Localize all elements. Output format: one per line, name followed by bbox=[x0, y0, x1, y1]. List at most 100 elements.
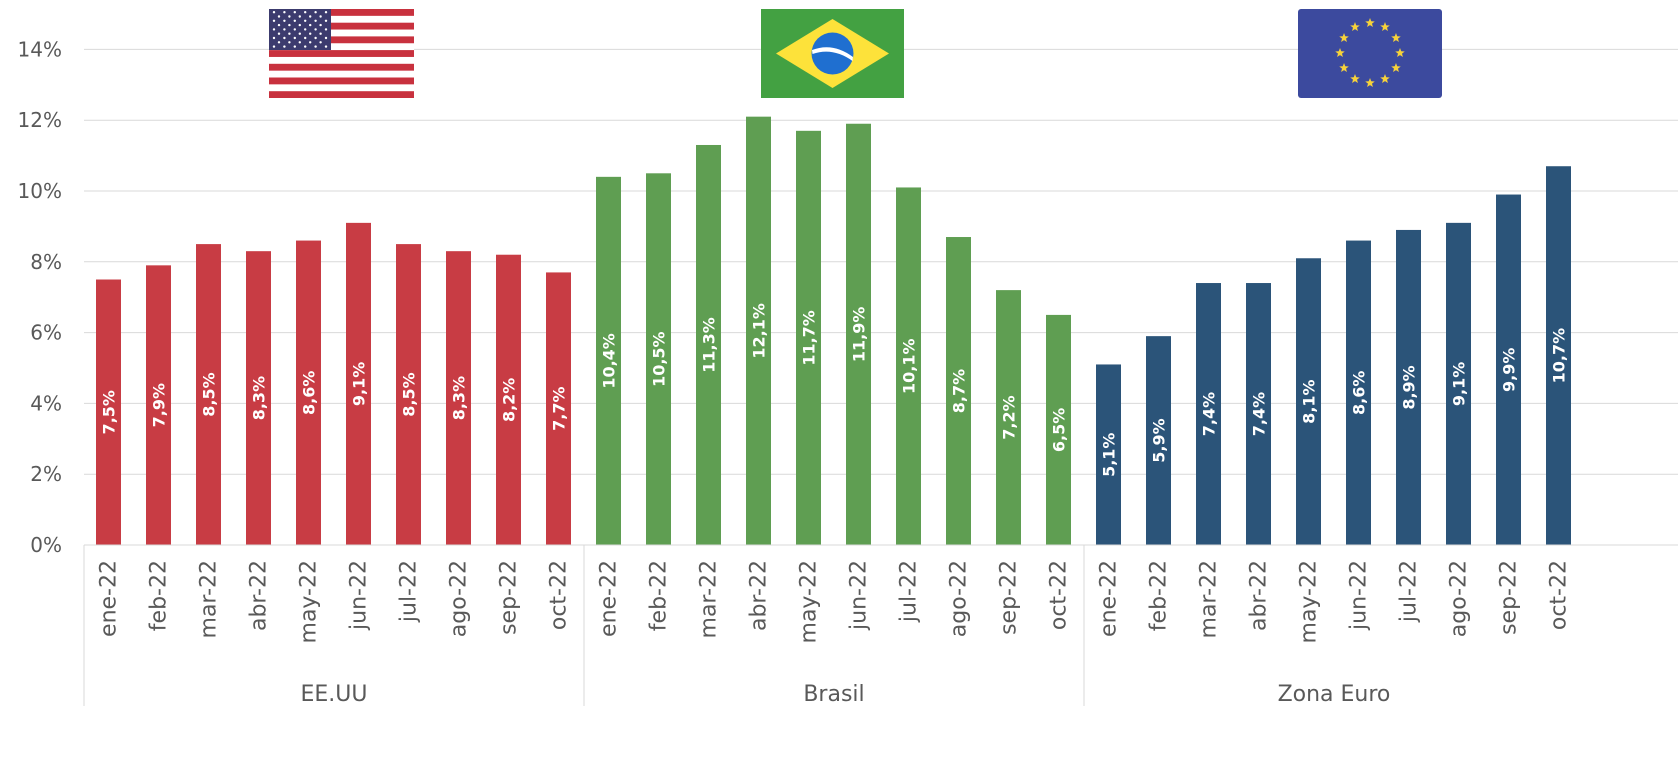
bar bbox=[1496, 194, 1521, 546]
x-tick-label: feb-22 bbox=[147, 560, 172, 631]
bar bbox=[1196, 283, 1221, 545]
flag-star bbox=[324, 28, 328, 31]
x-tick-label: ago-22 bbox=[947, 560, 972, 637]
flag-star bbox=[272, 28, 276, 31]
x-tick-label: abr-22 bbox=[1247, 560, 1272, 631]
bar bbox=[1046, 314, 1071, 545]
bar bbox=[346, 222, 371, 546]
x-tick-label: ene-22 bbox=[97, 560, 122, 637]
x-tick-label: oct-22 bbox=[1547, 560, 1572, 630]
flag-star bbox=[293, 36, 296, 40]
bar-data-label: 6,5% bbox=[1050, 408, 1069, 452]
x-tick-label: ago-22 bbox=[1447, 560, 1472, 637]
flag-star bbox=[319, 41, 322, 44]
x-tick-label: feb-22 bbox=[647, 560, 672, 631]
flag-star bbox=[324, 19, 328, 22]
flag-star bbox=[1380, 73, 1390, 84]
bar-labels: 7,5% 7,9% 8,5% 8,3% 8,6% 9,1% 8,5% 8,3% 8,2% 7,7%… bbox=[100, 303, 1569, 477]
y-tick-label: 0% bbox=[30, 533, 62, 557]
bar bbox=[296, 240, 321, 545]
bar bbox=[1446, 222, 1471, 546]
flag-star bbox=[304, 36, 307, 40]
flag-star bbox=[1395, 48, 1405, 58]
x-tick-label: ene-22 bbox=[597, 560, 622, 637]
bar-data-label: 7,4% bbox=[1250, 392, 1269, 436]
bar-data-label: 10,5% bbox=[650, 331, 669, 387]
bar-data-label: 11,9% bbox=[850, 307, 869, 363]
x-tick-label: ago-22 bbox=[447, 560, 472, 637]
flag-star bbox=[277, 15, 281, 18]
flag-star bbox=[319, 23, 322, 27]
bar bbox=[1146, 336, 1171, 545]
flag-star bbox=[1391, 63, 1401, 73]
x-tick-label: sep-22 bbox=[1497, 560, 1522, 635]
bar bbox=[796, 130, 821, 545]
x-tick-label: ene-22 bbox=[1097, 560, 1122, 637]
bar-data-label: 7,4% bbox=[1200, 392, 1219, 436]
flag-star bbox=[298, 15, 301, 18]
x-tick-label: mar-22 bbox=[697, 560, 722, 638]
flag-star bbox=[277, 23, 281, 27]
bar-data-label: 10,1% bbox=[900, 338, 919, 394]
flag-star bbox=[283, 19, 286, 22]
flag-star bbox=[304, 11, 307, 14]
x-tick-label: sep-22 bbox=[997, 560, 1022, 635]
flag-star bbox=[319, 15, 322, 18]
flag-star bbox=[1339, 63, 1349, 73]
bar-data-label: 8,5% bbox=[400, 372, 419, 416]
y-tick-label: 4% bbox=[30, 391, 62, 415]
group-label: Zona Euro bbox=[1278, 682, 1391, 707]
bar bbox=[146, 265, 171, 545]
y-tick-label: 6% bbox=[30, 321, 62, 345]
flag-star bbox=[277, 41, 281, 44]
flag-star bbox=[293, 45, 296, 48]
bar-data-label: 8,1% bbox=[1300, 379, 1319, 423]
flag-star bbox=[309, 32, 312, 35]
bar-data-label: 11,7% bbox=[800, 310, 819, 366]
x-tick-label: abr-22 bbox=[747, 560, 772, 631]
brazil-flag bbox=[761, 9, 904, 98]
flag-star bbox=[298, 23, 301, 27]
flag-star bbox=[293, 19, 296, 22]
x-tick-label: abr-22 bbox=[247, 560, 272, 631]
bar bbox=[1546, 166, 1571, 545]
bar-data-label: 8,3% bbox=[450, 376, 469, 420]
flag-star bbox=[304, 45, 307, 48]
flag-star bbox=[309, 15, 312, 18]
y-tick-label: 8% bbox=[30, 250, 62, 274]
x-tick-label: mar-22 bbox=[197, 560, 222, 638]
flag-star bbox=[314, 11, 317, 14]
flag-star bbox=[272, 45, 276, 48]
flag-star bbox=[288, 23, 291, 27]
bar bbox=[396, 244, 421, 545]
bar bbox=[1296, 258, 1321, 545]
y-tick-label: 2% bbox=[30, 462, 62, 486]
y-tick-label: 14% bbox=[18, 37, 62, 61]
flag-star bbox=[283, 36, 286, 40]
x-tick-label: may-22 bbox=[1297, 560, 1322, 643]
bar-data-label: 7,5% bbox=[100, 390, 119, 434]
eu-flag bbox=[1298, 9, 1442, 98]
flag-star bbox=[283, 28, 286, 31]
x-tick-label: feb-22 bbox=[1147, 560, 1172, 631]
bar bbox=[746, 116, 771, 545]
x-tick-label: may-22 bbox=[797, 560, 822, 643]
bar-data-label: 7,2% bbox=[1000, 395, 1019, 439]
flag-star bbox=[293, 28, 296, 31]
flag-star bbox=[309, 41, 312, 44]
y-axis: 0% 2% 4% 6% 8% 10% 12% 14% bbox=[18, 37, 62, 557]
bar bbox=[1346, 240, 1371, 545]
bar-data-label: 8,7% bbox=[950, 369, 969, 413]
x-tick-label: sep-22 bbox=[497, 560, 522, 635]
flag-star bbox=[277, 32, 281, 35]
bar-data-label: 7,9% bbox=[150, 383, 169, 427]
bar bbox=[596, 176, 621, 545]
bar bbox=[1246, 283, 1271, 545]
bar-data-label: 12,1% bbox=[750, 303, 769, 359]
bar-data-label: 8,9% bbox=[1400, 365, 1419, 409]
bar bbox=[1096, 364, 1121, 545]
bar bbox=[1396, 229, 1421, 545]
flag-star bbox=[324, 36, 328, 40]
bar bbox=[696, 144, 721, 546]
